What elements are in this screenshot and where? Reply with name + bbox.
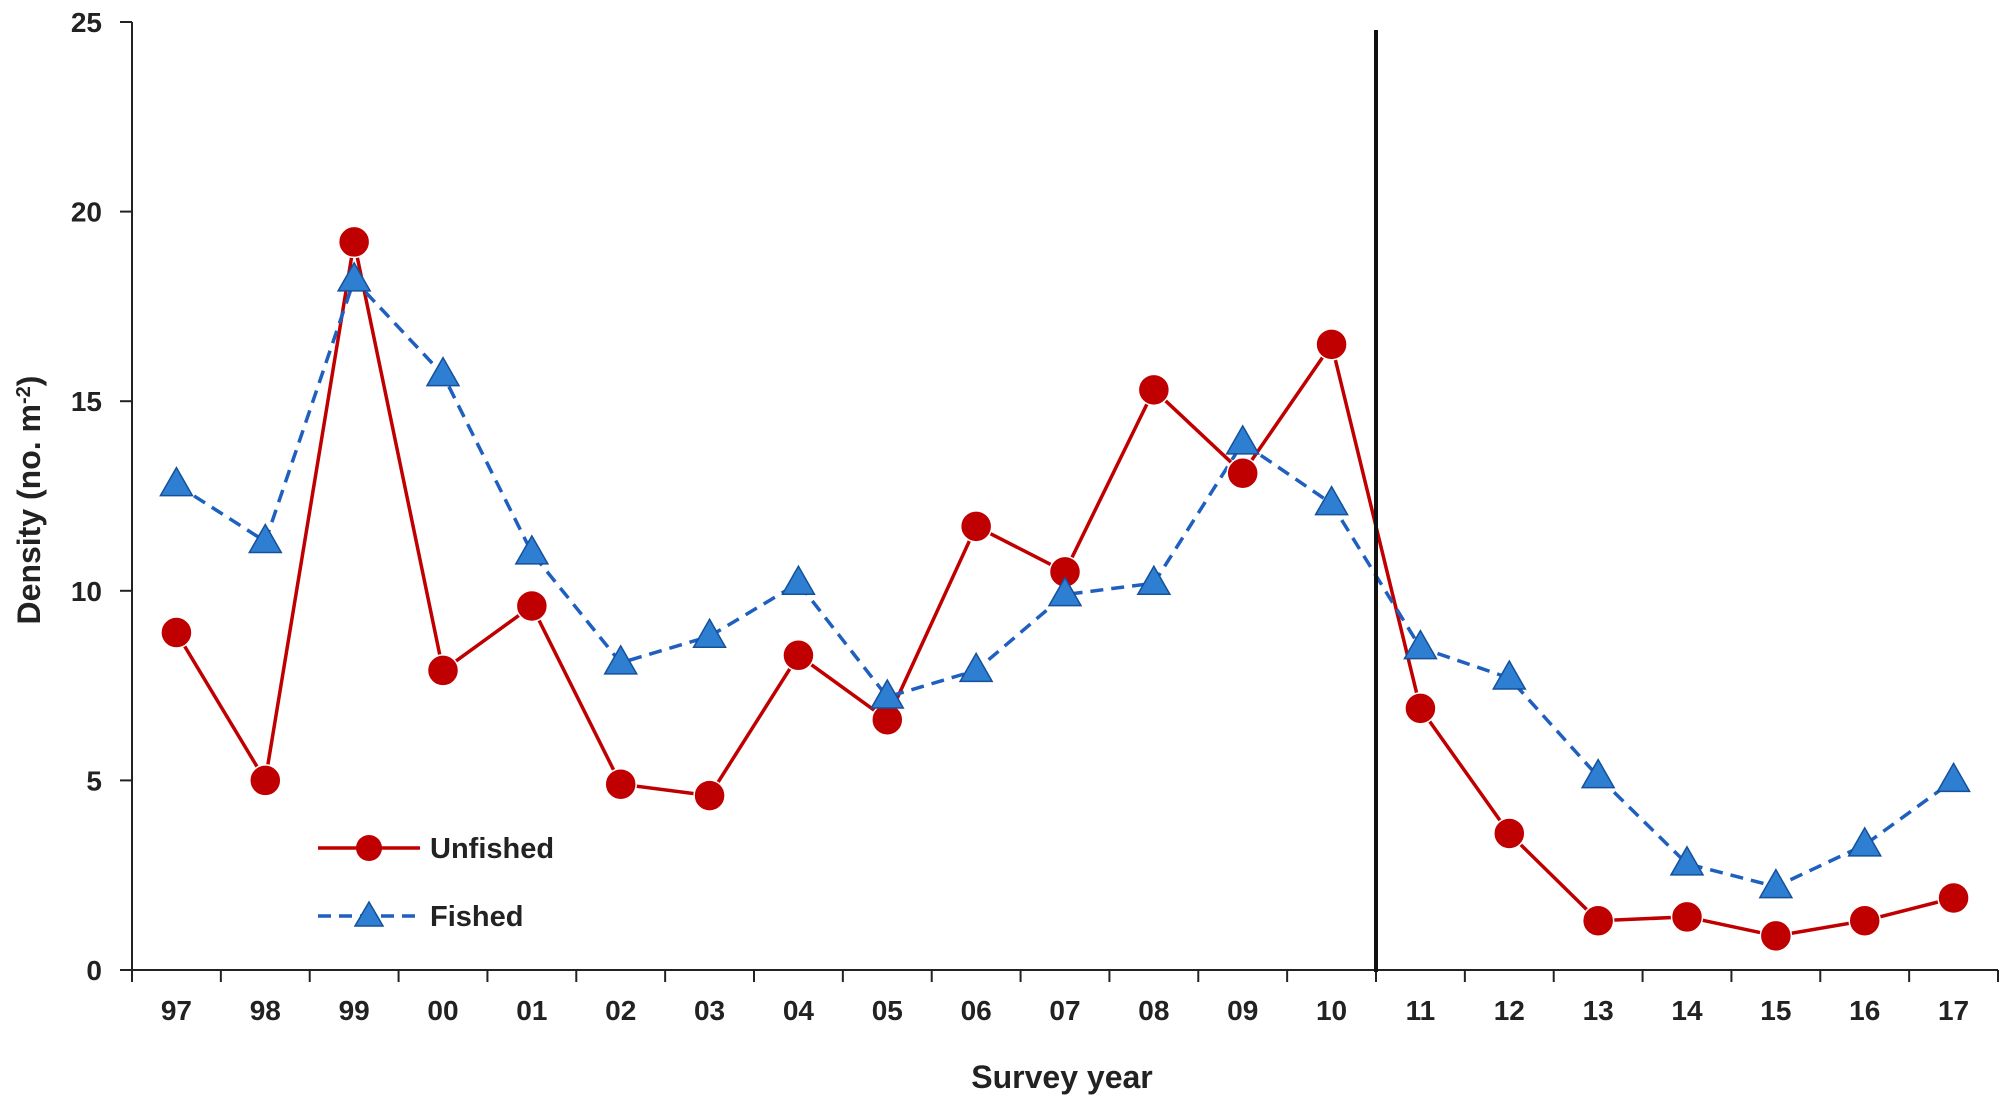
data-point-unfished bbox=[426, 654, 460, 687]
data-point-fished bbox=[958, 651, 994, 683]
data-point-fished bbox=[1491, 659, 1527, 690]
x-tick-label: 11 bbox=[1406, 995, 1436, 1026]
x-tick-label: 02 bbox=[605, 995, 636, 1026]
data-point-unfished bbox=[160, 616, 193, 649]
x-tick-label: 09 bbox=[1227, 995, 1258, 1026]
y-axis-title-superscript: -2 bbox=[13, 386, 35, 404]
data-point-unfished bbox=[782, 639, 815, 672]
y-axis-ticks: 0 5 10 15 20 25 bbox=[71, 7, 132, 986]
legend-item-unfished: Unfished bbox=[318, 833, 554, 865]
data-point-unfished bbox=[1937, 881, 1970, 915]
x-tick-label: 17 bbox=[1938, 995, 1969, 1026]
legend: Unfished Fished bbox=[318, 833, 554, 933]
x-tick-label: 10 bbox=[1316, 995, 1347, 1026]
data-point-unfished bbox=[959, 510, 993, 543]
y-tick-label: 0 bbox=[86, 955, 102, 986]
x-tick-label: 06 bbox=[961, 995, 992, 1026]
data-point-fished bbox=[425, 356, 461, 387]
x-tick-label: 08 bbox=[1138, 995, 1169, 1026]
y-tick-label: 25 bbox=[71, 7, 102, 38]
x-tick-label: 16 bbox=[1849, 995, 1880, 1026]
data-point-unfished bbox=[1137, 373, 1171, 407]
data-point-unfished bbox=[1848, 904, 1881, 937]
data-point-fished bbox=[692, 617, 727, 649]
x-axis-ticks: 97 98 99 00 01 02 03 04 05 06 07 08 09 10 11 12 13 14 15 16… bbox=[131, 970, 1999, 1026]
data-point-fished bbox=[781, 564, 816, 595]
data-point-fished bbox=[1047, 576, 1083, 607]
x-axis-title: Survey year bbox=[971, 1059, 1152, 1095]
x-tick-label: 03 bbox=[694, 995, 725, 1026]
y-axis-title: Density (no. m-2) bbox=[11, 376, 47, 625]
data-point-fished bbox=[247, 522, 283, 554]
data-point-unfished bbox=[515, 589, 549, 623]
data-point-unfished bbox=[1226, 456, 1259, 490]
x-tick-label: 00 bbox=[427, 995, 458, 1026]
series-markers bbox=[159, 225, 1971, 953]
x-tick-label: 07 bbox=[1049, 995, 1080, 1026]
data-point-fished bbox=[1936, 761, 1971, 793]
data-point-fished bbox=[869, 678, 905, 709]
data-point-fished bbox=[514, 534, 550, 565]
data-point-fished bbox=[336, 261, 372, 292]
data-point-unfished bbox=[337, 225, 371, 259]
x-tick-label: 99 bbox=[339, 995, 370, 1026]
data-point-fished bbox=[1403, 629, 1438, 660]
x-tick-label: 05 bbox=[872, 995, 903, 1026]
y-tick-label: 20 bbox=[71, 197, 102, 228]
data-point-unfished bbox=[871, 703, 904, 736]
x-tick-label: 12 bbox=[1494, 995, 1525, 1026]
legend-unfished-label: Unfished bbox=[430, 833, 554, 865]
data-point-fished bbox=[1314, 485, 1349, 516]
legend-fished-marker bbox=[353, 900, 385, 927]
y-tick-label: 5 bbox=[86, 765, 102, 796]
data-point-fished bbox=[1580, 758, 1616, 789]
data-point-fished bbox=[1758, 868, 1794, 899]
x-tick-label: 98 bbox=[250, 995, 281, 1026]
data-point-unfished bbox=[693, 779, 726, 812]
legend-unfished-marker bbox=[356, 835, 382, 861]
y-tick-label: 10 bbox=[71, 576, 102, 607]
legend-fished-label: Fished bbox=[430, 901, 523, 933]
legend-item-fished: Fished bbox=[318, 900, 523, 933]
data-point-fished bbox=[603, 644, 639, 675]
data-point-fished bbox=[1225, 424, 1261, 455]
x-tick-label: 13 bbox=[1583, 995, 1614, 1026]
axes bbox=[131, 22, 1998, 971]
data-point-unfished bbox=[1493, 817, 1526, 850]
data-point-fished bbox=[1847, 826, 1883, 857]
data-point-unfished bbox=[1581, 904, 1615, 937]
x-tick-label: 04 bbox=[783, 995, 815, 1026]
data-point-unfished bbox=[1670, 900, 1704, 934]
y-axis-title-close: ) bbox=[11, 376, 47, 387]
data-point-unfished bbox=[1759, 919, 1793, 953]
series-line-fished bbox=[175, 278, 1955, 889]
data-point-unfished bbox=[1404, 692, 1437, 725]
x-tick-label: 14 bbox=[1671, 995, 1703, 1026]
x-tick-label: 15 bbox=[1760, 995, 1791, 1026]
data-point-unfished bbox=[249, 764, 282, 797]
data-point-fished bbox=[1669, 845, 1705, 876]
x-tick-label: 97 bbox=[161, 995, 192, 1026]
data-point-unfished bbox=[1315, 328, 1348, 361]
y-tick-label: 15 bbox=[71, 386, 102, 417]
data-point-fished bbox=[1136, 564, 1172, 595]
data-point-fished bbox=[159, 466, 194, 497]
data-point-unfished bbox=[604, 767, 637, 801]
y-axis-title-main: Density (no. m bbox=[11, 404, 47, 624]
x-tick-label: 01 bbox=[516, 995, 547, 1026]
